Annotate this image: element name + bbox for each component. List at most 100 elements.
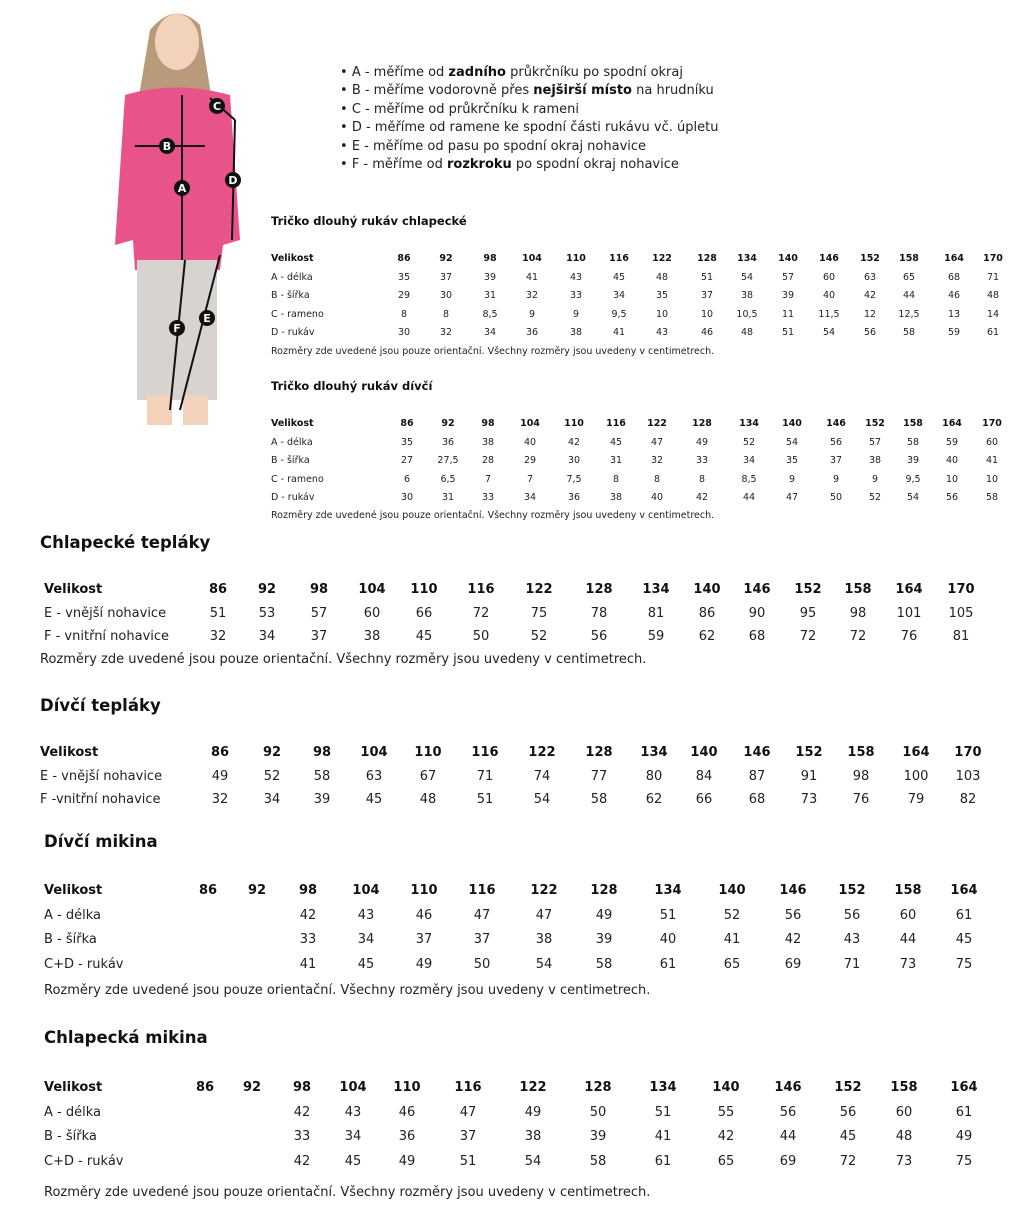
size-header: 134 (640, 745, 668, 760)
table-cell: 10 (655, 308, 669, 320)
table-cell: 34 (612, 290, 626, 301)
table-cell: 71 (476, 768, 494, 784)
size-header: 98 (298, 883, 318, 898)
table-cell: 43 (569, 271, 583, 283)
table-cell: 49 (398, 1154, 416, 1170)
table-cell: 101 (896, 605, 922, 621)
table-cell: 34 (258, 629, 276, 644)
table-cell: 34 (523, 492, 537, 503)
size-header: 104 (339, 1080, 367, 1095)
table-cell: 63 (365, 768, 383, 784)
table-cell: 34 (344, 1129, 362, 1145)
table-note: Rozměry zde uvedené jsou pouze orientačn… (271, 346, 715, 357)
table-cell: 45 (955, 932, 973, 948)
size-header: 104 (360, 745, 388, 760)
table-cell: 49 (955, 1129, 973, 1145)
table-cell: 76 (900, 629, 918, 644)
table-cell: 37 (439, 271, 453, 283)
table-cell: 33 (695, 455, 709, 466)
table-cell: 36 (567, 492, 581, 503)
table-cell: 7,5 (566, 473, 582, 485)
header-label: Velikost (271, 253, 314, 264)
table-cell: 10,5 (736, 308, 758, 320)
table-cell: 9 (832, 473, 840, 485)
size-header: 92 (262, 745, 282, 760)
table-cell: 38 (569, 327, 583, 338)
size-header: 158 (894, 883, 922, 898)
child-illustration: A B C D E F (115, 13, 241, 425)
table-cell: 74 (533, 768, 551, 784)
size-header: 170 (982, 418, 1002, 429)
table-cell: 100 (903, 768, 929, 784)
table-cell: 39 (595, 932, 613, 948)
table-cell: 49 (211, 768, 229, 784)
size-header: 140 (782, 418, 802, 429)
size-header: 92 (257, 582, 277, 597)
row-label: E - vnější nohavice (44, 605, 167, 621)
table-cell: 45 (357, 957, 375, 973)
table-cell: 12,5 (898, 308, 920, 320)
size-header: 146 (743, 745, 771, 760)
table-cell: 51 (209, 605, 227, 621)
table-cell: 49 (524, 1104, 542, 1120)
row-label: B - šířka (271, 455, 310, 466)
row-label: C - rameno (271, 473, 324, 485)
table-cell: 14 (986, 308, 1000, 320)
table-cell: 87 (748, 768, 766, 784)
table-cell: 58 (313, 768, 331, 784)
table-cell: 65 (717, 1154, 735, 1170)
size-header: 110 (414, 745, 442, 760)
table-cell: 51 (476, 792, 494, 807)
table-cell: 56 (863, 327, 877, 338)
table-cell: 28 (481, 455, 495, 466)
row-label: A - délka (44, 1104, 101, 1120)
size-header: 164 (950, 883, 978, 898)
size-header: 152 (834, 1080, 862, 1095)
table-cell: 71 (843, 957, 861, 973)
size-header: 86 (198, 883, 218, 898)
size-header: 86 (208, 582, 228, 597)
size-header: 152 (795, 745, 823, 760)
row-label: B - šířka (271, 290, 310, 301)
table-cell: 76 (852, 792, 870, 807)
table-cell: 62 (698, 629, 716, 644)
table-cell: 58 (902, 327, 916, 338)
table-cell: 31 (609, 455, 623, 466)
size-header: 110 (393, 1080, 421, 1095)
table-cell: 61 (955, 1104, 973, 1120)
table-cell: 9,5 (905, 473, 921, 485)
table-cell: 56 (843, 907, 861, 923)
header-label: Velikost (44, 1080, 103, 1095)
size-header: 158 (844, 582, 872, 597)
size-header: 128 (585, 745, 613, 760)
table-cell: 86 (698, 605, 716, 621)
size-header: 164 (902, 745, 930, 760)
table-cell: 40 (650, 492, 664, 503)
table-cell: 90 (748, 605, 766, 621)
size-header: 110 (564, 418, 584, 429)
size-header: 110 (566, 253, 586, 264)
table-cell: 103 (955, 768, 981, 784)
size-header: 164 (895, 582, 923, 597)
table-cell: 56 (945, 492, 959, 503)
table-cell: 54 (785, 436, 799, 448)
table-cell: 59 (945, 436, 959, 448)
size-header: 92 (242, 1080, 262, 1095)
size-header: 134 (654, 883, 682, 898)
table-cell: 8 (653, 473, 661, 485)
table-cell: 6 (403, 473, 411, 485)
table-cell: 68 (947, 271, 961, 283)
table-cell: 34 (357, 932, 375, 948)
table-cell: 35 (655, 290, 669, 301)
table-cell: 58 (906, 436, 920, 448)
row-label: C+D - rukáv (44, 1154, 124, 1170)
table-cell: 37 (829, 455, 843, 466)
table-cell: 40 (523, 436, 537, 448)
table-cell: 54 (822, 327, 836, 338)
table-cell: 54 (533, 792, 551, 807)
header-label: Velikost (44, 582, 103, 597)
table-cell: 56 (784, 907, 802, 923)
table-cell: 42 (863, 290, 877, 301)
table-cell: 46 (700, 327, 714, 338)
table-cell: 41 (299, 957, 317, 973)
